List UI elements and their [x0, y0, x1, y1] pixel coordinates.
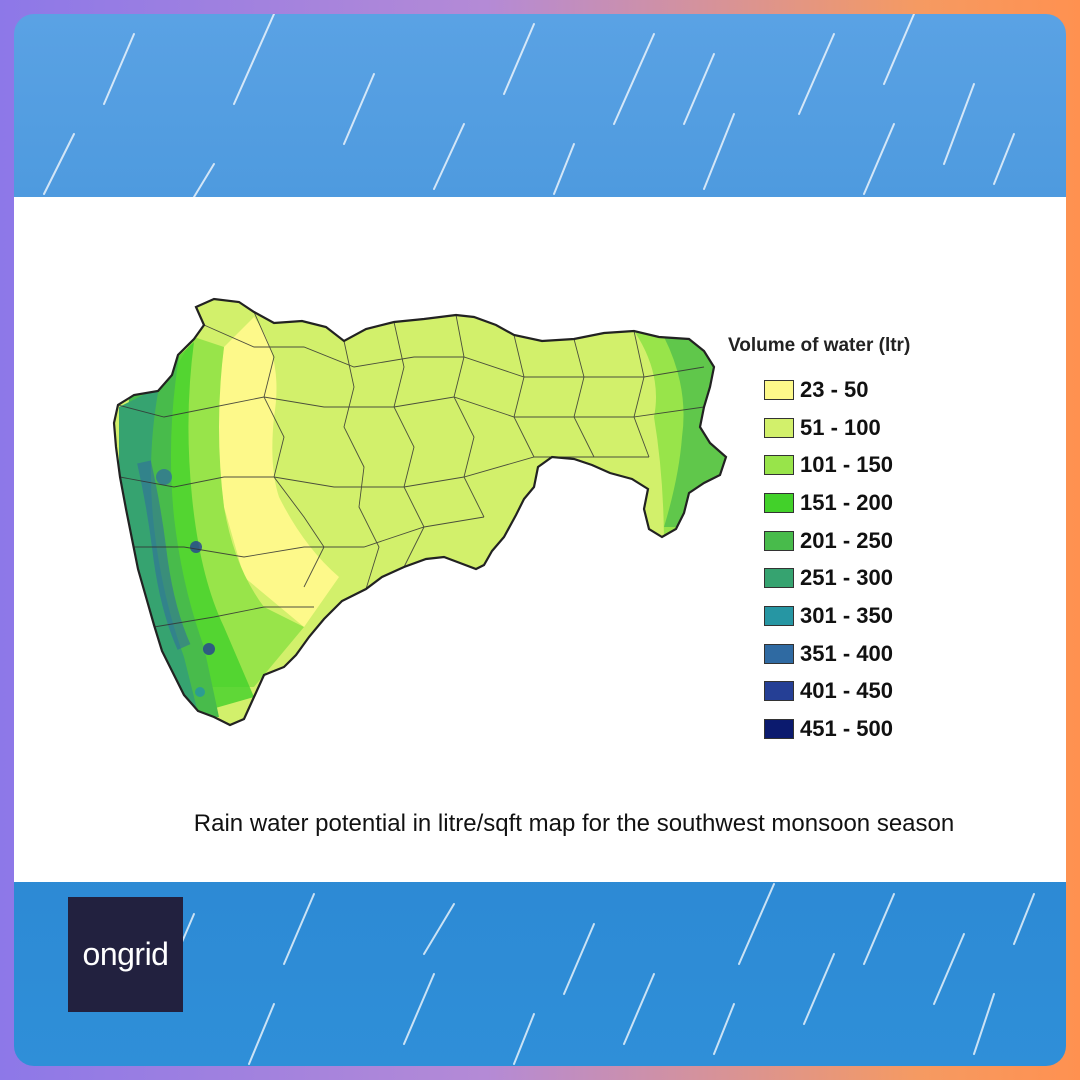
- ongrid-logo: ongrid: [68, 897, 183, 1012]
- map-panel: Volume of water (ltr) 23 - 50 51 - 100 101…: [14, 197, 1066, 882]
- legend-label: 401 - 450: [800, 678, 893, 704]
- legend-swatch: [764, 568, 794, 589]
- maharashtra-rainfall-map: [112, 297, 728, 727]
- legend-item: 51 - 100: [764, 409, 910, 447]
- legend-swatch: [764, 719, 794, 740]
- legend-label: 301 - 350: [800, 602, 893, 628]
- legend-title: Volume of water (ltr): [728, 335, 911, 356]
- legend-label: 151 - 200: [800, 489, 893, 515]
- legend-item: 451 - 500: [764, 710, 910, 748]
- legend-item: 251 - 300: [764, 559, 910, 597]
- legend-label: 23 - 50: [800, 376, 869, 402]
- legend-swatch: [764, 455, 794, 476]
- card: Volume of water (ltr) 23 - 50 51 - 100 101…: [14, 14, 1066, 1066]
- legend-swatch: [764, 417, 794, 438]
- rain-background: [43, 14, 1035, 1065]
- legend-swatch: [764, 605, 794, 626]
- legend-item: 301 - 350: [764, 597, 910, 635]
- map-legend: Volume of water (ltr) 23 - 50 51 - 100 101…: [728, 335, 910, 748]
- legend-item: 201 - 250: [764, 522, 910, 560]
- legend-label: 351 - 400: [800, 640, 893, 666]
- legend-label: 201 - 250: [800, 527, 893, 553]
- legend-label: 51 - 100: [800, 414, 881, 440]
- legend-item: 151 - 200: [764, 484, 910, 522]
- legend-item: 401 - 450: [764, 673, 910, 711]
- legend-label: 451 - 500: [800, 716, 893, 742]
- legend-swatch: [764, 681, 794, 702]
- legend-item: 351 - 400: [764, 635, 910, 673]
- legend-label: 101 - 150: [800, 452, 893, 478]
- legend-swatch: [764, 530, 794, 551]
- legend-items: 23 - 50 51 - 100 101 - 150 151 - 200 201 - 2…: [728, 371, 910, 748]
- legend-label: 251 - 300: [800, 565, 893, 591]
- legend-item: 23 - 50: [764, 371, 910, 409]
- map-caption: Rain water potential in litre/sqft map f…: [193, 810, 955, 837]
- legend-swatch: [764, 643, 794, 664]
- legend-swatch: [764, 379, 794, 400]
- logo-text: ongrid: [82, 936, 169, 972]
- legend-item: 101 - 150: [764, 446, 910, 484]
- legend-swatch: [764, 492, 794, 513]
